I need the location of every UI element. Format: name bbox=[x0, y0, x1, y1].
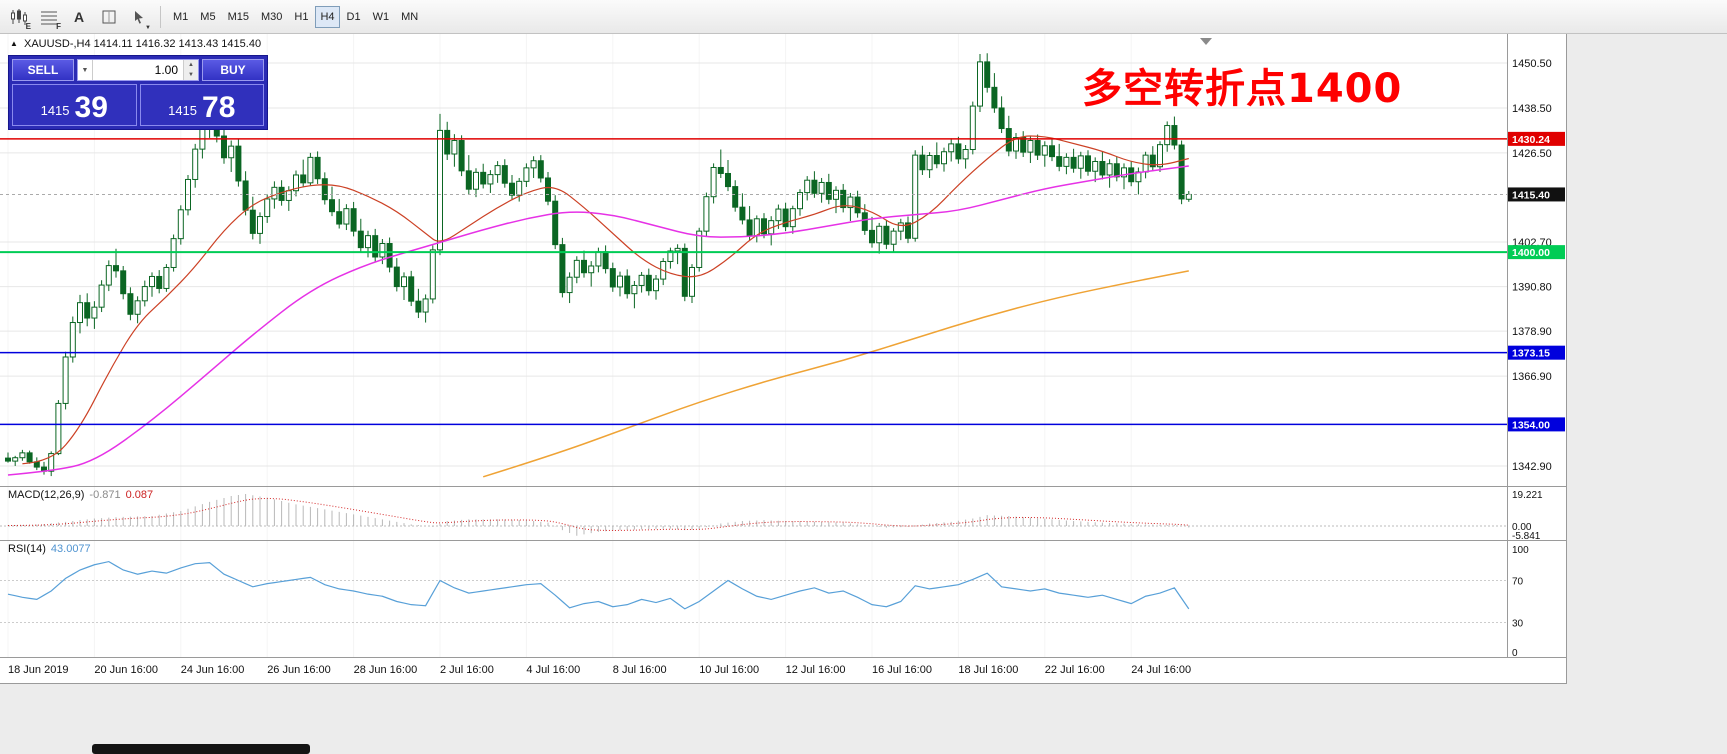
background-window-strip bbox=[92, 744, 310, 754]
svg-text:26 Jun 16:00: 26 Jun 16:00 bbox=[267, 664, 331, 676]
timeframe-button-m5[interactable]: M5 bbox=[200, 10, 216, 23]
cursor-tool-icon[interactable]: ▼ bbox=[125, 3, 153, 31]
icon-letter: F bbox=[56, 21, 61, 31]
ask-price-display[interactable]: 1415 78 bbox=[139, 84, 264, 126]
volume-value[interactable]: 1.00 bbox=[154, 63, 178, 77]
svg-text:8 Jul 16:00: 8 Jul 16:00 bbox=[613, 664, 667, 676]
text-label-icon[interactable]: A bbox=[73, 8, 85, 25]
svg-text:30: 30 bbox=[1512, 619, 1524, 630]
svg-text:28 Jun 16:00: 28 Jun 16:00 bbox=[354, 664, 418, 676]
svg-text:18 Jul 16:00: 18 Jul 16:00 bbox=[958, 664, 1018, 676]
ask-price-prefix: 1415 bbox=[168, 103, 198, 118]
volume-field[interactable]: ▼ 1.00 ▲ ▼ bbox=[77, 59, 199, 81]
expand-arrow-icon[interactable]: ▲ bbox=[10, 39, 18, 48]
svg-text:1366.90: 1366.90 bbox=[1512, 371, 1552, 383]
svg-text:70: 70 bbox=[1512, 577, 1524, 588]
toolbar-separator bbox=[160, 5, 161, 28]
macd-main-value: -0.871 bbox=[89, 489, 121, 501]
buy-button[interactable]: BUY bbox=[202, 59, 264, 81]
svg-text:1373.15: 1373.15 bbox=[1512, 348, 1550, 360]
svg-text:18 Jun 2019: 18 Jun 2019 bbox=[8, 664, 69, 676]
svg-text:1430.24: 1430.24 bbox=[1512, 134, 1550, 146]
svg-text:12 Jul 16:00: 12 Jul 16:00 bbox=[786, 664, 846, 676]
timeframe-button-m1[interactable]: M1 bbox=[173, 10, 189, 23]
svg-text:0.00: 0.00 bbox=[1512, 522, 1532, 533]
timeframe-toolbar: M1 M5 M15 M30 H1 H4 D1 W1 MN bbox=[167, 5, 424, 28]
icon-letter: E bbox=[25, 21, 31, 31]
svg-text:0: 0 bbox=[1512, 648, 1518, 659]
svg-text:19.221: 19.221 bbox=[1512, 490, 1543, 501]
timeframe-button-m30[interactable]: M30 bbox=[260, 10, 283, 23]
svg-text:100: 100 bbox=[1512, 545, 1529, 556]
timeframe-button-h4[interactable]: H4 bbox=[315, 5, 340, 28]
ohlc-readout: 1414.11 1416.32 1413.43 1415.40 bbox=[93, 38, 262, 50]
volume-stepper: ▲ ▼ bbox=[183, 60, 198, 80]
svg-text:16 Jul 16:00: 16 Jul 16:00 bbox=[872, 664, 932, 676]
timeframe-button-mn[interactable]: MN bbox=[401, 10, 419, 23]
svg-text:1354.00: 1354.00 bbox=[1512, 419, 1550, 431]
svg-text:4 Jul 16:00: 4 Jul 16:00 bbox=[526, 664, 580, 676]
ask-price-pips: 78 bbox=[202, 91, 236, 124]
svg-text:1438.50: 1438.50 bbox=[1512, 103, 1552, 115]
line-studies-icon[interactable]: F bbox=[35, 3, 63, 31]
symbol-title: ▲ XAUUSD-,H4 1414.11 1416.32 1413.43 141… bbox=[10, 38, 261, 50]
macd-indicator-label: MACD(12,26,9) -0.871 0.087 bbox=[8, 489, 158, 501]
sell-button[interactable]: SELL bbox=[12, 59, 74, 81]
dropdown-caret-icon: ▼ bbox=[145, 24, 151, 31]
svg-text:1450.50: 1450.50 bbox=[1512, 58, 1552, 70]
bid-price-prefix: 1415 bbox=[40, 103, 70, 118]
symbol-name: XAUUSD-,H4 bbox=[23, 38, 91, 50]
svg-text:1390.80: 1390.80 bbox=[1512, 282, 1552, 294]
bid-price-pips: 39 bbox=[74, 91, 108, 124]
macd-name: MACD(12,26,9) bbox=[8, 489, 85, 501]
svg-text:-5.841: -5.841 bbox=[1512, 531, 1541, 542]
macd-signal-value: 0.087 bbox=[125, 489, 154, 501]
volume-down-icon[interactable]: ▼ bbox=[184, 70, 198, 80]
svg-text:20 Jun 16:00: 20 Jun 16:00 bbox=[94, 664, 158, 676]
svg-text:1426.50: 1426.50 bbox=[1512, 148, 1552, 160]
svg-text:10 Jul 16:00: 10 Jul 16:00 bbox=[699, 664, 759, 676]
timeframe-button-m15[interactable]: M15 bbox=[227, 10, 249, 23]
one-click-trading-panel: SELL ▼ 1.00 ▲ ▼ BUY 1415 39 1415 78 bbox=[8, 55, 268, 130]
svg-text:1378.90: 1378.90 bbox=[1512, 326, 1552, 338]
svg-text:24 Jun 16:00: 24 Jun 16:00 bbox=[181, 664, 245, 676]
timeframe-button-d1[interactable]: D1 bbox=[346, 10, 361, 23]
svg-text:2 Jul 16:00: 2 Jul 16:00 bbox=[440, 664, 494, 676]
bid-price-display[interactable]: 1415 39 bbox=[12, 84, 137, 126]
timeframe-button-h1[interactable]: H1 bbox=[294, 10, 309, 23]
svg-text:24 Jul 16:00: 24 Jul 16:00 bbox=[1131, 664, 1191, 676]
svg-text:1415.40: 1415.40 bbox=[1512, 189, 1550, 201]
rsi-indicator-label: RSI(14) 43.0077 bbox=[8, 543, 96, 555]
rsi-value: 43.0077 bbox=[50, 543, 91, 555]
objects-frame-icon[interactable] bbox=[95, 3, 123, 31]
svg-text:22 Jul 16:00: 22 Jul 16:00 bbox=[1045, 664, 1105, 676]
toolbar: E F A ▼ M1 M5 M15 M30 H1 H4 D1 W1 MN bbox=[0, 0, 1727, 34]
volume-up-icon[interactable]: ▲ bbox=[184, 60, 198, 70]
rsi-name: RSI(14) bbox=[8, 543, 46, 555]
chart-annotation-text: 多空转折点1400 bbox=[1082, 66, 1403, 112]
candlestick-chart-icon[interactable]: E bbox=[5, 3, 33, 31]
svg-text:1342.90: 1342.90 bbox=[1512, 461, 1552, 473]
svg-text:1400.00: 1400.00 bbox=[1512, 247, 1550, 259]
volume-dropdown-icon[interactable]: ▼ bbox=[78, 60, 93, 80]
timeframe-button-w1[interactable]: W1 bbox=[372, 10, 390, 23]
